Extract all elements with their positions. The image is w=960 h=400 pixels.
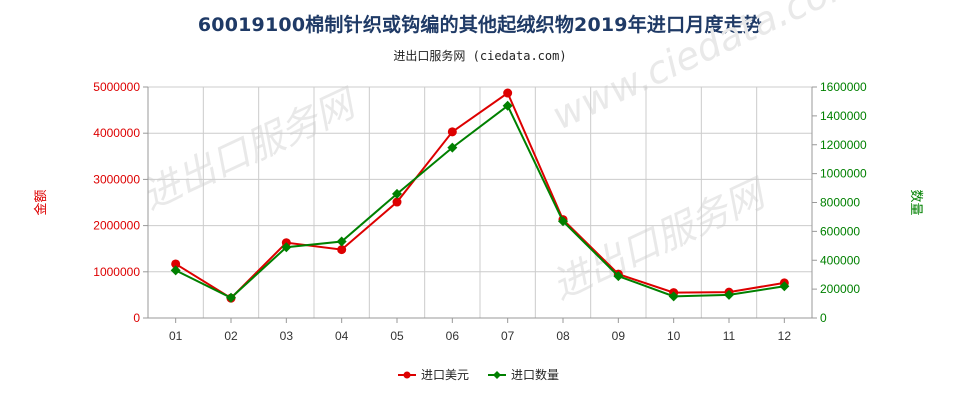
x-tick-label: 08 bbox=[556, 329, 570, 343]
data-point-usd bbox=[337, 245, 347, 255]
left-tick-label: 5000000 bbox=[93, 80, 140, 94]
x-tick-label: 07 bbox=[501, 329, 515, 343]
data-point-qty bbox=[336, 236, 347, 247]
data-point-qty bbox=[668, 291, 679, 302]
legend-label-1: 进口数量 bbox=[511, 367, 559, 382]
series-line-0 bbox=[175, 91, 785, 300]
right-tick-label: 1200000 bbox=[820, 138, 867, 152]
legend-marker-qty bbox=[493, 371, 501, 379]
watermark-layer: 进出口服务网 www.ciedata.com 进出口服务网 bbox=[135, 0, 869, 308]
legend[interactable]: 进口美元 进口数量 bbox=[398, 367, 559, 382]
right-tick-label: 1400000 bbox=[820, 109, 867, 123]
data-point-usd bbox=[392, 197, 402, 207]
left-tick-label: 0 bbox=[133, 311, 140, 325]
right-tick-label: 200000 bbox=[820, 282, 860, 296]
left-tick-label: 2000000 bbox=[93, 219, 140, 233]
data-point-usd bbox=[503, 88, 513, 98]
chart-title: 60019100棉制针织或钩编的其他起绒织物2019年进口月度走势 bbox=[197, 14, 763, 36]
svg-text:进出口服务网: 进出口服务网 bbox=[135, 80, 365, 218]
data-point-qty bbox=[613, 271, 624, 282]
data-point-usd bbox=[171, 259, 181, 269]
x-tick-label: 11 bbox=[723, 329, 736, 343]
right-tick-label: 1600000 bbox=[820, 80, 867, 94]
right-tick-label: 0 bbox=[820, 311, 827, 325]
data-point-qty bbox=[447, 142, 458, 153]
data-point-qty bbox=[502, 100, 513, 111]
series-line-1 bbox=[175, 104, 785, 299]
x-axis-ticks: 01 02 03 04 05 06 07 08 09 10 11 12 bbox=[169, 318, 791, 343]
right-tick-label: 1000000 bbox=[820, 167, 867, 181]
legend-marker-usd bbox=[403, 371, 411, 379]
data-point-qty bbox=[281, 242, 292, 253]
legend-label-0: 进口美元 bbox=[421, 368, 469, 382]
left-tick-label: 3000000 bbox=[93, 172, 140, 186]
data-point-qty bbox=[170, 265, 181, 276]
x-tick-label: 06 bbox=[446, 329, 460, 343]
data-point-qty bbox=[226, 292, 236, 303]
left-axis-title: 金额 bbox=[33, 189, 49, 215]
right-tick-label: 800000 bbox=[820, 196, 860, 210]
x-tick-label: 05 bbox=[390, 329, 404, 343]
series-layer bbox=[170, 88, 790, 303]
right-tick-label: 600000 bbox=[820, 224, 860, 238]
left-axis-ticks: 0 1000000 2000000 3000000 4000000 5000000 bbox=[93, 80, 148, 325]
right-axis-ticks: 0 200000 400000 600000 800000 1000000 1200000 1… bbox=[812, 80, 867, 325]
left-tick-label: 4000000 bbox=[93, 126, 140, 140]
x-tick-label: 12 bbox=[778, 329, 792, 343]
x-tick-label: 03 bbox=[280, 329, 294, 343]
x-tick-label: 04 bbox=[335, 329, 349, 343]
data-point-qty bbox=[392, 188, 402, 199]
x-tick-label: 01 bbox=[169, 329, 183, 343]
data-point-qty bbox=[558, 216, 568, 227]
right-axis-title: 数量 bbox=[908, 189, 923, 215]
x-tick-label: 09 bbox=[612, 329, 626, 343]
data-point-qty bbox=[779, 281, 790, 292]
left-tick-label: 1000000 bbox=[93, 265, 140, 279]
x-tick-label: 02 bbox=[224, 329, 238, 343]
chart-subtitle: 进出口服务网 (ciedata.com) bbox=[393, 49, 567, 63]
x-tick-label: 10 bbox=[667, 329, 681, 343]
right-tick-label: 400000 bbox=[820, 253, 860, 267]
data-point-usd bbox=[447, 127, 457, 137]
data-point-qty bbox=[724, 289, 734, 300]
